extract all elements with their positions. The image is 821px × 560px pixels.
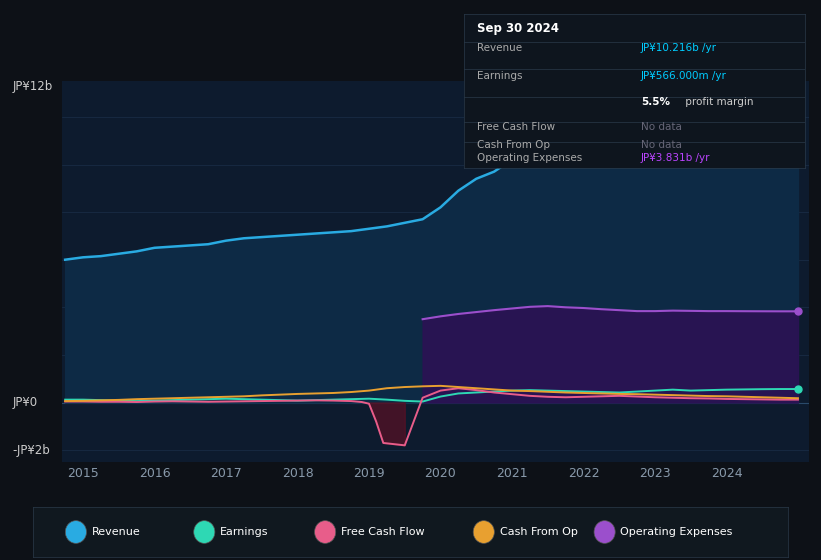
- Text: profit margin: profit margin: [682, 97, 754, 107]
- Text: No data: No data: [641, 122, 682, 132]
- Text: JP¥3.831b /yr: JP¥3.831b /yr: [641, 153, 710, 162]
- Ellipse shape: [314, 521, 336, 543]
- Text: Free Cash Flow: Free Cash Flow: [478, 122, 556, 132]
- Ellipse shape: [473, 521, 494, 543]
- Text: Earnings: Earnings: [478, 71, 523, 81]
- Ellipse shape: [594, 521, 615, 543]
- Text: Operating Expenses: Operating Expenses: [478, 153, 583, 162]
- Ellipse shape: [66, 521, 86, 543]
- Text: Cash From Op: Cash From Op: [478, 140, 551, 150]
- Text: 5.5%: 5.5%: [641, 97, 670, 107]
- Text: Operating Expenses: Operating Expenses: [621, 527, 733, 537]
- Text: Revenue: Revenue: [478, 43, 523, 53]
- Text: Sep 30 2024: Sep 30 2024: [478, 22, 559, 35]
- Text: JP¥12b: JP¥12b: [12, 80, 53, 94]
- Text: No data: No data: [641, 140, 682, 150]
- Ellipse shape: [194, 521, 215, 543]
- Text: Free Cash Flow: Free Cash Flow: [341, 527, 424, 537]
- Text: JP¥566.000m /yr: JP¥566.000m /yr: [641, 71, 727, 81]
- Text: Revenue: Revenue: [92, 527, 140, 537]
- Text: Earnings: Earnings: [220, 527, 268, 537]
- Text: -JP¥2b: -JP¥2b: [12, 444, 50, 456]
- Text: Cash From Op: Cash From Op: [500, 527, 577, 537]
- Text: JP¥10.216b /yr: JP¥10.216b /yr: [641, 43, 717, 53]
- Text: JP¥0: JP¥0: [12, 396, 38, 409]
